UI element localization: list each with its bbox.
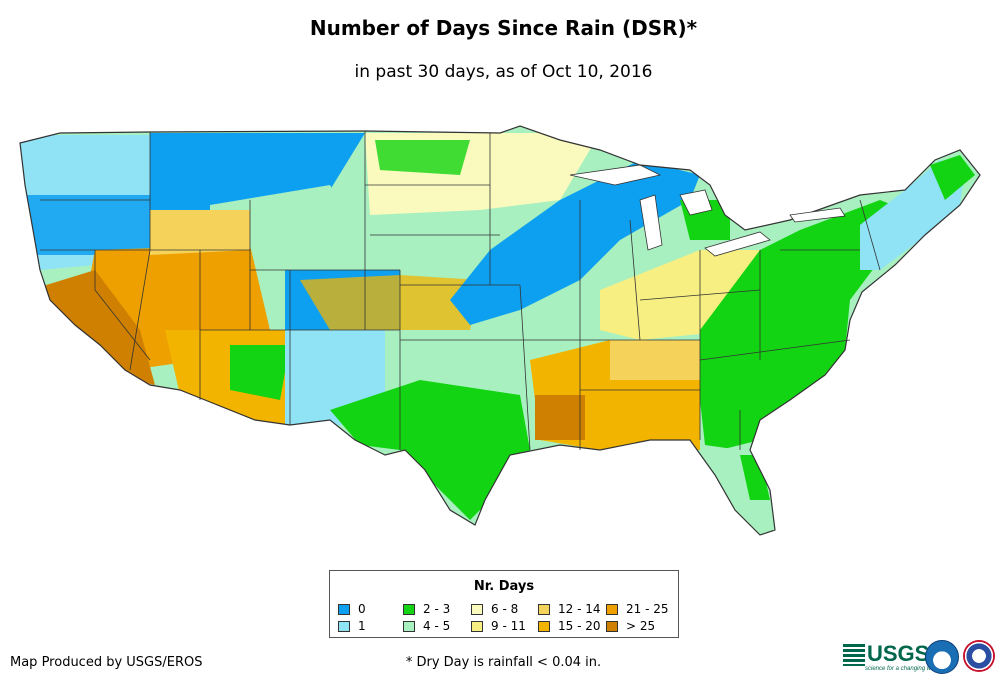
region-tennessee: [610, 340, 700, 380]
region-nd-green: [375, 140, 470, 175]
legend-swatch: [538, 621, 550, 632]
noaa-seal-icon: [925, 640, 959, 674]
great-lakes: [569, 164, 846, 257]
legend-item-21-25: 21 - 25: [606, 602, 669, 616]
legend-item-9-11: 9 - 11: [471, 619, 526, 633]
region-arizona-green: [230, 345, 290, 400]
region-southeast: [700, 200, 905, 450]
legend-item-0: 0: [338, 602, 366, 616]
legend-title: Nr. Days: [473, 579, 535, 594]
region-california: [30, 270, 155, 385]
legend-item-gt-25: > 25: [606, 619, 655, 633]
legend-swatch: [606, 604, 618, 615]
region-kansas-dry: [300, 275, 480, 330]
legend-swatch: [538, 604, 550, 615]
legend-item-1: 1: [338, 619, 366, 633]
legend-swatch: [403, 604, 415, 615]
region-oklahoma: [400, 330, 540, 390]
legend-item-15-20: 15 - 20: [538, 619, 601, 633]
region-upper-midwest: [450, 160, 700, 325]
legend-item-12-14: 12 - 14: [538, 602, 601, 616]
legend-swatch: [403, 621, 415, 632]
map-subtitle: in past 30 days, as of Oct 10, 2016: [354, 62, 653, 82]
legend-swatch: [606, 621, 618, 632]
lake-huron: [679, 189, 713, 216]
legend-item-2-3: 2 - 3: [403, 602, 450, 616]
region-new-england: [860, 160, 965, 270]
legend-swatch: [338, 604, 350, 615]
lake-ontario: [789, 207, 846, 223]
legend-item-6-8: 6 - 8: [471, 602, 518, 616]
lake-superior: [569, 164, 662, 186]
region-oregon-wet: [25, 195, 150, 255]
usgs-wave-icon: [843, 644, 865, 667]
map-title: Number of Days Since Rain (DSR)*: [309, 16, 698, 40]
lake-michigan: [639, 194, 663, 251]
dsr-region-layer: [20, 126, 980, 535]
region-maine-green: [930, 155, 975, 200]
region-texas: [330, 380, 530, 520]
legend-swatch: [338, 621, 350, 632]
nws-seal-icon: [963, 640, 995, 672]
legend: Nr. Days 0 1 2 - 3 4 - 5 6 - 8 9 - 11 12…: [329, 570, 679, 638]
region-louisiana-dry: [535, 395, 585, 440]
legend-swatch: [471, 604, 483, 615]
state-boundaries: [19, 125, 981, 536]
usgs-logo: USGS science for a changing world: [843, 641, 941, 672]
region-idaho-south: [150, 210, 250, 255]
legend-item-4-5: 4 - 5: [403, 619, 450, 633]
map-credit: Map Produced by USGS/EROS: [10, 655, 203, 670]
dry-day-footnote: * Dry Day is rainfall < 0.04 in.: [405, 655, 602, 670]
legend-swatch: [471, 621, 483, 632]
lake-erie: [704, 231, 771, 257]
